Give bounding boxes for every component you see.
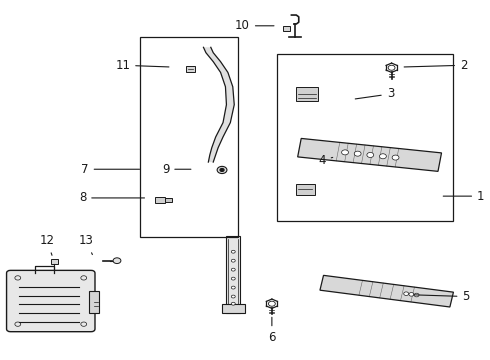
Bar (51, 259, 58, 264)
Text: 9: 9 (162, 163, 191, 176)
Text: 1: 1 (443, 190, 485, 203)
Circle shape (342, 150, 348, 155)
Circle shape (217, 166, 227, 174)
Text: 5: 5 (414, 290, 470, 303)
Circle shape (231, 277, 235, 280)
Circle shape (354, 151, 361, 156)
Bar (221, 304, 245, 313)
Circle shape (392, 155, 399, 160)
Bar (140, 37, 238, 237)
FancyBboxPatch shape (186, 66, 195, 72)
Circle shape (231, 302, 235, 305)
Circle shape (231, 295, 235, 298)
Text: 10: 10 (235, 19, 274, 32)
Text: 12: 12 (40, 234, 54, 255)
Bar (165, 198, 172, 202)
Text: 2: 2 (404, 59, 467, 72)
Circle shape (404, 292, 409, 296)
Text: 3: 3 (355, 87, 394, 100)
Circle shape (231, 259, 235, 262)
Circle shape (414, 293, 419, 297)
Text: 4: 4 (318, 154, 333, 167)
Circle shape (231, 286, 235, 289)
FancyBboxPatch shape (296, 87, 318, 101)
Circle shape (231, 250, 235, 253)
Circle shape (220, 168, 224, 171)
Bar (155, 197, 165, 203)
Polygon shape (320, 275, 453, 307)
Circle shape (367, 152, 374, 157)
Text: 7: 7 (81, 163, 140, 176)
Circle shape (409, 293, 414, 296)
Text: 11: 11 (115, 59, 169, 72)
FancyBboxPatch shape (283, 26, 290, 31)
FancyBboxPatch shape (296, 184, 315, 195)
Bar (277, 54, 453, 221)
FancyBboxPatch shape (89, 291, 99, 313)
Bar (226, 235, 240, 313)
Circle shape (380, 154, 386, 159)
Circle shape (113, 258, 121, 264)
Polygon shape (203, 47, 234, 162)
Circle shape (231, 268, 235, 271)
Text: 6: 6 (268, 317, 275, 344)
Text: 13: 13 (79, 234, 94, 255)
Text: 8: 8 (79, 192, 145, 204)
Polygon shape (297, 139, 441, 171)
FancyBboxPatch shape (6, 270, 95, 332)
